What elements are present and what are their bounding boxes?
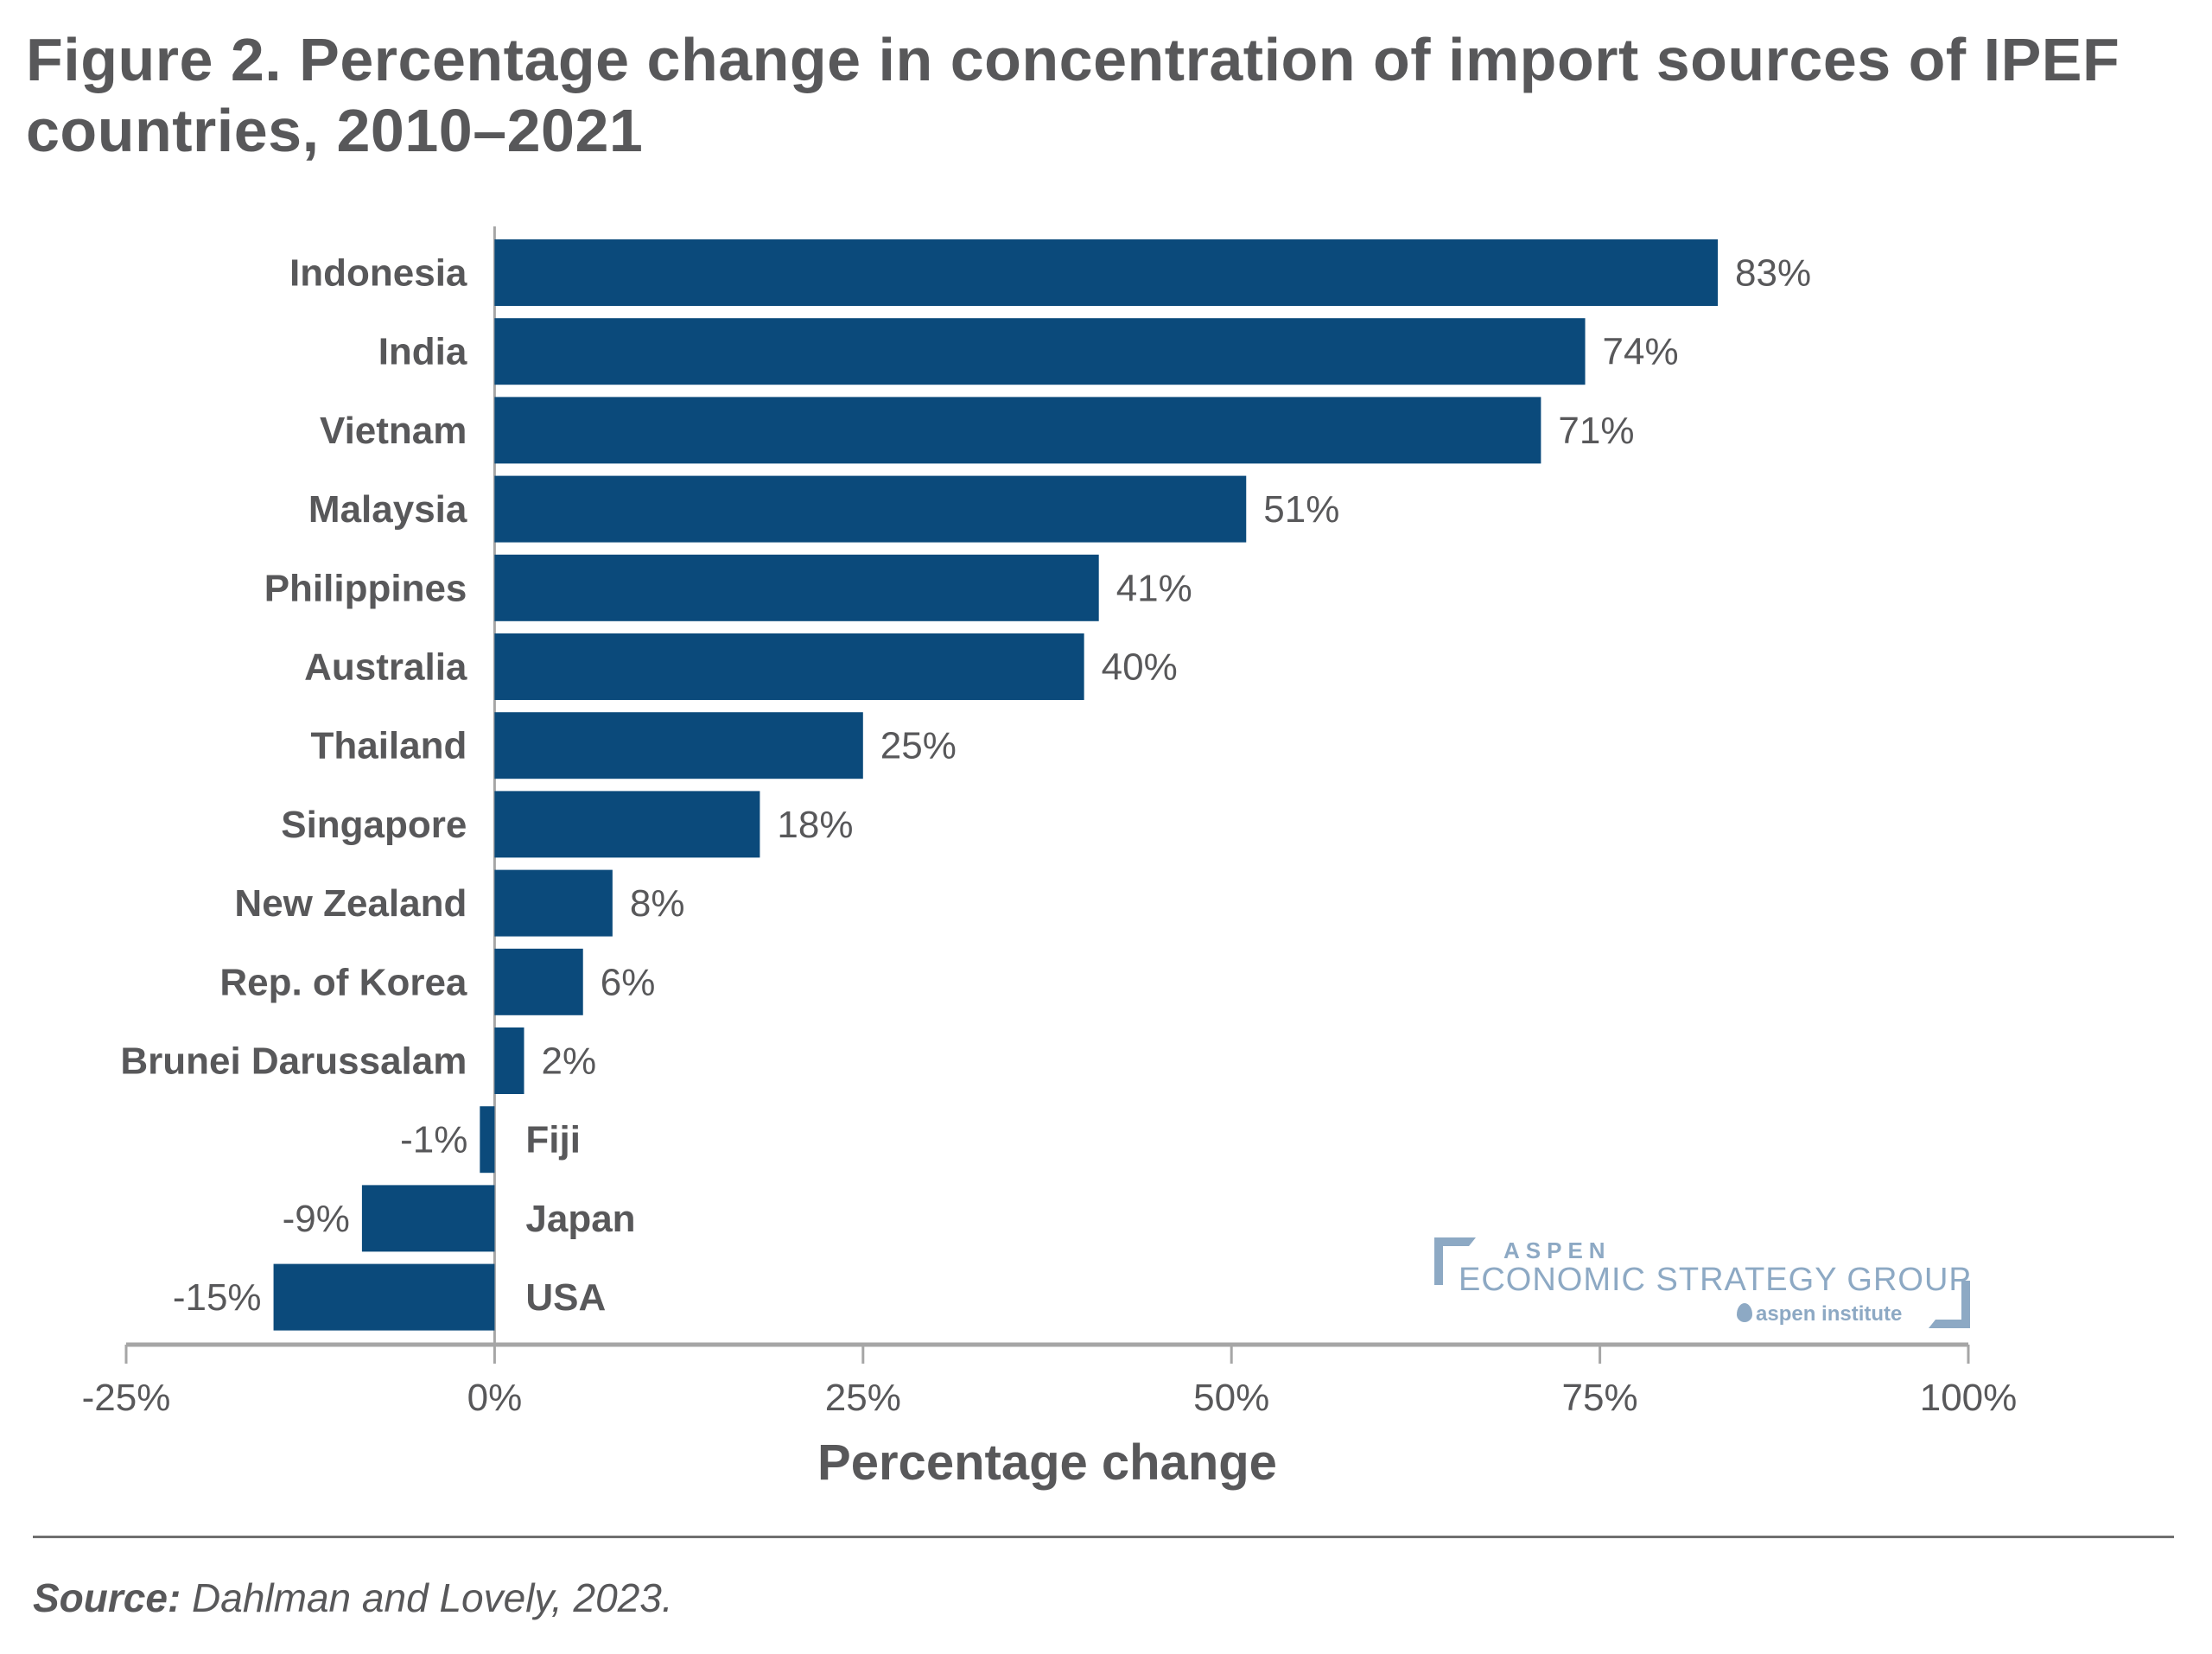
logo-aspen-institute-text: aspen institute	[1756, 1302, 1903, 1326]
category-label: New Zealand	[234, 882, 467, 925]
bar-fiji	[480, 1106, 495, 1174]
logo-corner-top-left-icon	[1434, 1237, 1476, 1285]
category-label: Indonesia	[289, 252, 467, 295]
bar-india	[494, 318, 1586, 385]
data-label: 6%	[601, 961, 656, 1003]
x-tick-label: 100%	[1920, 1377, 2018, 1419]
category-label: Vietnam	[320, 410, 467, 452]
x-tick-label: 75%	[1562, 1377, 1638, 1419]
data-label: 40%	[1102, 646, 1178, 689]
category-label: India	[378, 331, 467, 373]
category-label: Australia	[304, 646, 467, 689]
data-label: -9%	[283, 1198, 350, 1240]
category-label: Fiji	[525, 1119, 581, 1161]
aspen-esg-logo: ASPEN ECONOMIC STRATEGY GROUP aspen inst…	[1434, 1237, 1972, 1328]
bar-malaysia	[494, 475, 1247, 543]
category-label: Japan	[525, 1198, 635, 1240]
category-label: Brunei Darussalam	[120, 1040, 467, 1083]
data-label: 71%	[1558, 410, 1634, 452]
source-text: Dahlman and Lovely, 2023.	[181, 1575, 673, 1620]
data-label: 41%	[1116, 567, 1192, 609]
data-label: 2%	[542, 1040, 597, 1083]
x-axis-title: Percentage change	[817, 1435, 1277, 1491]
x-tick-label: 0%	[467, 1377, 523, 1419]
category-label: Singapore	[281, 804, 467, 846]
data-label: 83%	[1735, 252, 1811, 295]
source-note: Source: Dahlman and Lovely, 2023.	[33, 1574, 673, 1621]
chart-title: Figure 2. Percentage change in concentra…	[26, 26, 2120, 164]
logo-aspen-text: ASPEN	[1503, 1237, 1611, 1263]
data-label: -15%	[173, 1276, 262, 1319]
bar-vietnam	[494, 397, 1541, 464]
category-label: Thailand	[310, 725, 467, 767]
bar-brunei-darussalam	[494, 1027, 524, 1094]
data-label: -1%	[400, 1119, 467, 1161]
category-label: Rep. of Korea	[219, 961, 467, 1003]
bar-philippines	[494, 554, 1099, 621]
bar-singapore	[494, 791, 760, 858]
bar-usa	[273, 1263, 495, 1331]
logo-corner-bottom-right-icon	[1929, 1281, 1970, 1328]
bar-rep-of-korea	[494, 948, 583, 1015]
data-label: 74%	[1603, 331, 1679, 373]
bar-new-zealand	[494, 869, 613, 937]
logo-esg-text: ECONOMIC STRATEGY GROUP	[1459, 1262, 1972, 1298]
bar-australia	[494, 633, 1084, 700]
category-label: Philippines	[264, 567, 467, 609]
x-tick-label: 50%	[1193, 1377, 1269, 1419]
category-label: USA	[525, 1276, 606, 1319]
data-label: 51%	[1263, 488, 1339, 531]
data-label: 8%	[630, 882, 685, 925]
x-tick-label: -25%	[82, 1377, 171, 1419]
footer-divider	[33, 1536, 2174, 1538]
bar-thailand	[494, 712, 863, 779]
source-label: Source:	[33, 1575, 181, 1620]
bar-chart: Indonesia 83% India 74% Vietnam 71% Malaysia 51…	[82, 226, 2018, 1491]
bar-japan	[361, 1185, 495, 1252]
data-label: 25%	[880, 725, 957, 767]
aspen-leaf-icon	[1737, 1303, 1752, 1322]
x-tick-label: 25%	[825, 1377, 901, 1419]
category-label: Malaysia	[308, 488, 467, 531]
bar-indonesia	[494, 239, 1719, 306]
data-label: 18%	[777, 804, 853, 846]
